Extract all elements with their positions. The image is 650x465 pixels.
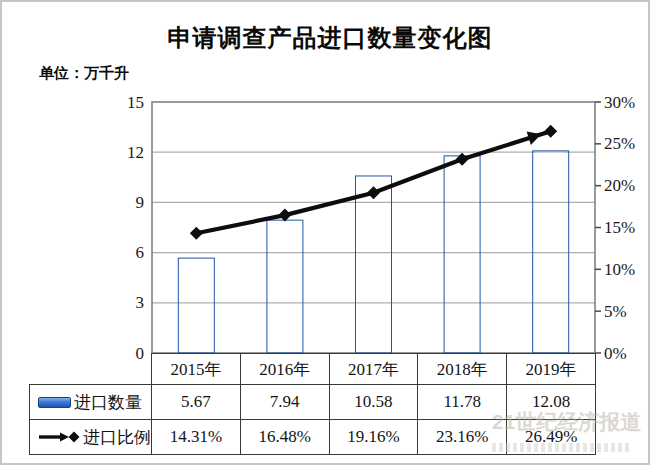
legend-label-quantity: 进口数量	[74, 391, 142, 414]
year-header-cell: 2016年	[241, 353, 330, 385]
year-header-cell: 2018年	[418, 353, 507, 385]
quantity-value-cell: 5.67	[152, 385, 241, 420]
right-axis-tick: 10%	[604, 260, 635, 279]
quantity-value-cell: 11.78	[418, 385, 507, 420]
table-corner-blank	[29, 353, 152, 385]
ratio-value-cell: 16.48%	[241, 420, 330, 455]
left-axis-tick: 12	[127, 143, 144, 162]
right-axis-tick: 0%	[604, 344, 627, 363]
right-axis-tick: 15%	[604, 218, 635, 237]
bar-legend-icon	[38, 397, 71, 408]
quantity-value-cell: 10.58	[330, 385, 419, 420]
right-axis-tick: 30%	[604, 93, 635, 112]
figure-frame: 申请调查产品进口数量变化图 单位：万千升 036912150%5%10%15%2…	[0, 0, 650, 465]
left-axis-tick: 6	[136, 243, 145, 262]
left-axis-tick: 3	[136, 293, 145, 312]
quantity-value-cell: 7.94	[241, 385, 330, 420]
left-axis-tick: 15	[127, 93, 144, 112]
right-axis-tick: 5%	[604, 302, 627, 321]
legend-cell-ratio: 进口比例	[29, 420, 152, 455]
right-axis-tick: 20%	[604, 176, 635, 195]
year-header-cell: 2019年	[507, 353, 596, 385]
legend-cell-quantity: 进口数量	[29, 385, 152, 420]
year-header-cell: 2015年	[152, 353, 241, 385]
line-legend-icon	[38, 430, 80, 444]
ratio-value-cell: 14.31%	[152, 420, 241, 455]
year-header-cell: 2017年	[330, 353, 419, 385]
quantity-value-cell: 12.08	[507, 385, 596, 420]
right-axis-tick: 25%	[604, 134, 635, 153]
data-table: 2015年 2016年 2017年 2018年 2019年 进口数量 5.67 …	[29, 353, 596, 455]
ratio-value-cell: 19.16%	[330, 420, 419, 455]
ratio-value-cell: 23.16%	[418, 420, 507, 455]
left-axis-tick: 9	[136, 193, 145, 212]
legend-label-ratio: 进口比例	[83, 426, 151, 449]
ratio-value-cell: 26.49%	[507, 420, 596, 455]
